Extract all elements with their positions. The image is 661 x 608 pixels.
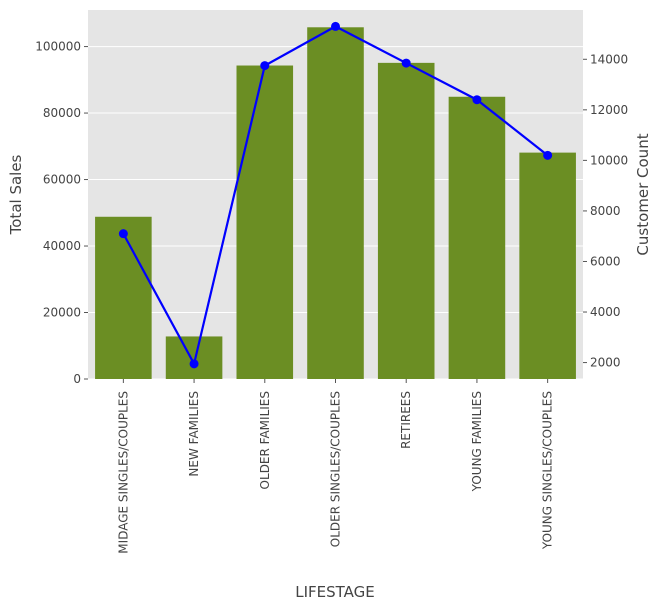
customer-count-point	[331, 21, 340, 31]
y-right-tick-label: 12000	[590, 103, 628, 117]
x-tick-label: NEW FAMILIES	[187, 391, 201, 477]
x-axis: MIDAGE SINGLES/COUPLES NEW FAMILIES OLDER …	[116, 379, 555, 554]
x-tick-label: RETIREES	[399, 391, 413, 449]
left-axis: 0 20000 40000 60000 80000 100000	[35, 40, 88, 386]
x-tick-label: YOUNG FAMILIES	[470, 391, 484, 492]
x-tick-label: OLDER FAMILIES	[258, 391, 272, 489]
bar	[307, 27, 364, 379]
line-series	[118, 21, 553, 369]
customer-count-point	[189, 359, 199, 369]
x-tick-label: YOUNG SINGLES/COUPLES	[541, 391, 555, 550]
x-tick-label: OLDER SINGLES/COUPLES	[329, 391, 343, 547]
bar	[236, 65, 294, 380]
y-tick-label: 100000	[35, 40, 81, 54]
y-tick-label: 60000	[43, 173, 81, 187]
y-right-tick-label: 14000	[590, 52, 628, 66]
customer-count-point	[401, 58, 411, 68]
y-tick-label: 20000	[43, 306, 81, 320]
customer-count-point	[260, 61, 270, 71]
y-axis-right-title: Customer Count	[634, 133, 652, 255]
y-tick-label: 80000	[43, 106, 81, 120]
customer-count-point	[543, 150, 553, 160]
right-axis: 2000 4000 6000 8000 10000 12000 14000	[583, 52, 628, 370]
bar	[519, 152, 576, 379]
y-tick-label: 40000	[43, 239, 81, 253]
y-axis-title: Total Sales	[7, 154, 25, 235]
x-axis-title: LIFESTAGE	[295, 583, 375, 601]
y-right-tick-label: 4000	[590, 305, 621, 319]
bar	[377, 62, 435, 380]
customer-count-point	[118, 229, 128, 239]
x-tick-label: MIDAGE SINGLES/COUPLES	[116, 391, 130, 554]
y-right-tick-label: 8000	[590, 204, 621, 218]
y-right-tick-label: 10000	[590, 153, 628, 167]
bar	[165, 336, 223, 379]
customer-count-point	[472, 95, 482, 105]
bar	[95, 216, 152, 379]
bar	[448, 96, 506, 379]
bars	[95, 27, 576, 380]
y-right-tick-label: 2000	[590, 356, 621, 370]
y-tick-label: 0	[73, 372, 81, 386]
y-right-tick-label: 6000	[590, 254, 621, 268]
